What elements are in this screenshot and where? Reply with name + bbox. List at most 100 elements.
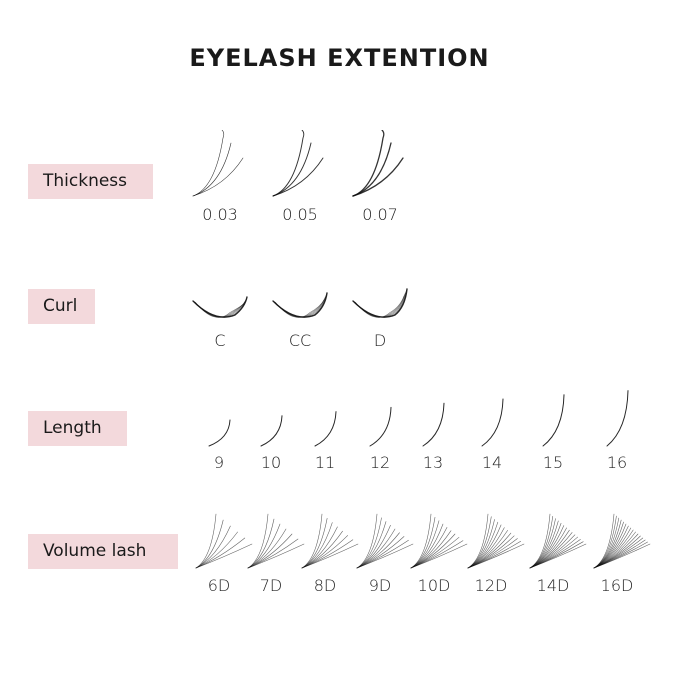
lash-stroke [481, 398, 504, 447]
lash-stroke [529, 543, 587, 569]
lash-option-label: 12 [369, 453, 391, 472]
lash-icon [542, 394, 565, 447]
lash-icon [356, 513, 414, 569]
lash-stroke [593, 527, 632, 569]
lash-option: 0.03 [185, 130, 255, 224]
lash-option-label: 13 [422, 453, 444, 472]
lash-icon [301, 513, 359, 569]
lash-option-label: 10D [417, 576, 451, 595]
lash-stroke [410, 543, 468, 569]
lash-stroke [353, 290, 407, 318]
lash-option: 16D [582, 510, 652, 595]
lash-icon [260, 415, 283, 447]
lash-option-label: C [214, 331, 226, 350]
lash-stroke [352, 157, 404, 197]
lash-option-label: 8D [313, 576, 337, 595]
lash-stroke [272, 130, 305, 197]
lash-option: 13 [398, 388, 468, 472]
lash-option: 10D [399, 510, 469, 595]
lash-option: C [185, 280, 255, 350]
lash-option: CC [265, 280, 335, 350]
lash-stroke [301, 543, 359, 569]
lash-icon [192, 130, 244, 197]
lash-stroke [272, 157, 324, 197]
lash-option: 12D [456, 510, 526, 595]
lash-option: 14 [457, 388, 527, 472]
lash-icon [352, 130, 404, 197]
lash-stroke [275, 299, 325, 318]
lash-icon [314, 411, 337, 447]
row-label-length: Length [28, 411, 127, 446]
lash-option: D [345, 280, 415, 350]
lash-stroke [593, 543, 651, 569]
lash-stroke [247, 528, 287, 569]
lash-icon [272, 292, 328, 318]
lash-icon [208, 419, 231, 447]
lash-option-label: CC [288, 331, 312, 350]
lash-stroke [195, 302, 245, 318]
lash-stroke [356, 543, 414, 569]
lash-icon [606, 390, 629, 447]
lash-icon [352, 288, 408, 318]
lash-stroke [352, 288, 408, 318]
lash-stroke [593, 525, 629, 569]
lash-icon [422, 402, 445, 447]
lash-option-label: D [373, 331, 387, 350]
row-label-thickness: Thickness [28, 164, 153, 199]
lash-stroke [353, 291, 407, 318]
lash-option: 9 [184, 388, 254, 472]
lash-stroke [192, 142, 232, 197]
lash-option-label: 16 [606, 453, 628, 472]
lash-option-label: 9D [368, 576, 392, 595]
lash-stroke [195, 525, 231, 569]
lash-option: 15 [518, 388, 588, 472]
lash-option-label: 6D [207, 576, 231, 595]
lash-stroke [195, 513, 217, 569]
lash-icon [529, 513, 587, 569]
lash-option-label: 7D [259, 576, 283, 595]
lash-option-label: 0.07 [362, 205, 398, 224]
lash-stroke [260, 415, 283, 447]
lash-option-label: 14 [481, 453, 503, 472]
lash-stroke [192, 130, 225, 197]
lash-stroke [273, 294, 327, 318]
lash-icon [195, 513, 253, 569]
lash-option-label: 15 [542, 453, 564, 472]
lash-stroke [195, 543, 253, 569]
lash-stroke [354, 292, 406, 318]
lash-option: 16 [582, 388, 652, 472]
lash-stroke [467, 527, 505, 569]
lash-stroke [208, 419, 231, 447]
lash-option: 14D [518, 510, 588, 595]
lash-stroke [273, 295, 327, 318]
lash-option: 0.07 [345, 130, 415, 224]
lash-stroke [314, 411, 337, 447]
lash-option: 0.05 [265, 130, 335, 224]
lash-option-label: 10 [260, 453, 282, 472]
row-label-curl: Curl [28, 289, 95, 324]
lash-option-label: 11 [314, 453, 336, 472]
lash-option: 9D [345, 510, 415, 595]
lash-option: 10 [236, 388, 306, 472]
lash-icon [481, 398, 504, 447]
lash-icon [593, 513, 651, 569]
lash-stroke [247, 513, 269, 569]
lash-stroke [272, 292, 328, 318]
lash-option: 7D [236, 510, 306, 595]
lash-option: 6D [184, 510, 254, 595]
lash-stroke [369, 406, 392, 447]
lash-icon [272, 130, 324, 197]
row-label-volume: Volume lash [28, 534, 178, 569]
lash-stroke [192, 157, 244, 197]
lash-icon [192, 296, 248, 318]
lash-icon [410, 513, 468, 569]
page-title: EYELASH EXTENTION [189, 44, 490, 72]
lash-stroke [195, 519, 224, 569]
lash-stroke [467, 543, 525, 569]
lash-stroke [352, 130, 385, 197]
lash-option-label: 14D [536, 576, 570, 595]
lash-option: 12 [345, 388, 415, 472]
lash-stroke [606, 390, 629, 447]
lash-option: 8D [290, 510, 360, 595]
lash-option-label: 16D [600, 576, 634, 595]
